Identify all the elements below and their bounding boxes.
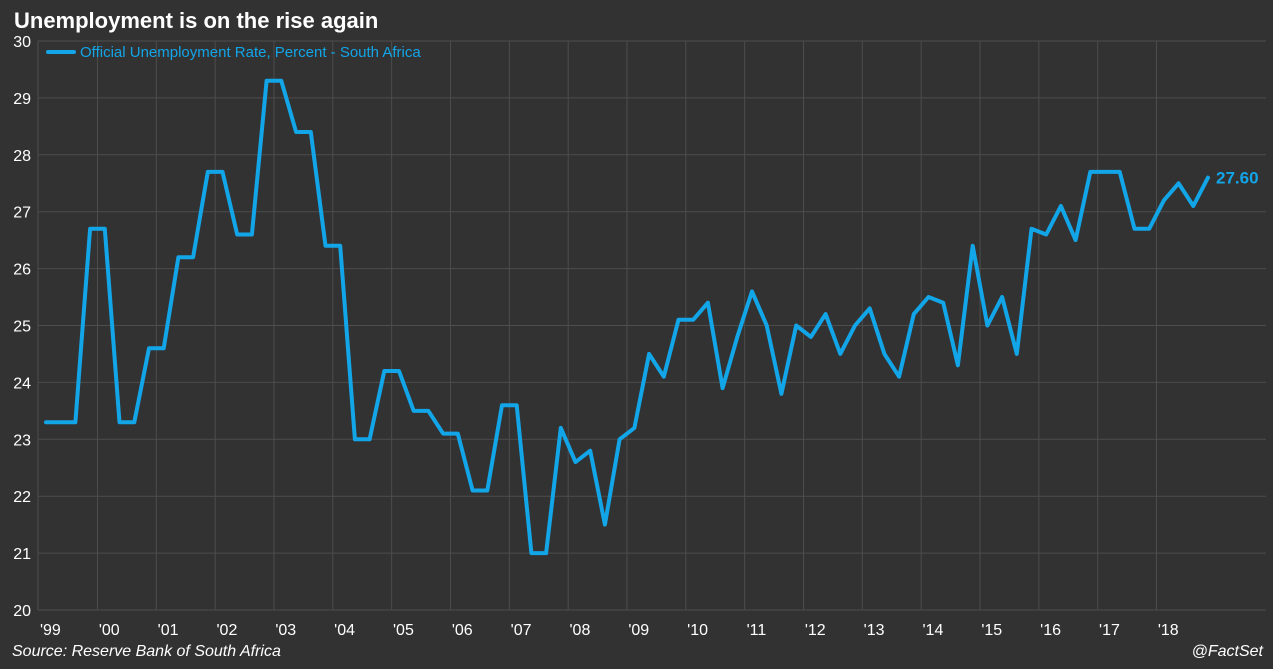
y-tick-label: 24 [13, 375, 31, 392]
x-tick-label: '06 [452, 622, 473, 639]
x-tick-label: '00 [99, 622, 120, 639]
x-tick-label: '02 [216, 622, 237, 639]
x-tick-label: '99 [40, 622, 61, 639]
gridlines [37, 40, 1266, 611]
y-tick-label: 20 [13, 603, 31, 620]
x-tick-label: '18 [1158, 622, 1179, 639]
x-tick-label: '05 [393, 622, 414, 639]
x-tick-label: '09 [628, 622, 649, 639]
x-tick-label: '01 [158, 622, 179, 639]
series-line [44, 78, 1210, 556]
legend-label: Official Unemployment Rate, Percent - So… [80, 44, 421, 61]
x-tick-label: '07 [511, 622, 532, 639]
x-tick-label: '13 [864, 622, 885, 639]
y-tick-label: 22 [13, 489, 31, 506]
x-tick-label: '14 [923, 622, 944, 639]
last-value-label: 27.60 [1216, 169, 1259, 188]
y-axis-ticks: 20 21 22 23 24 25 26 27 28 29 30 [13, 34, 31, 620]
x-tick-label: '17 [1099, 622, 1120, 639]
x-tick-label: '16 [1040, 622, 1061, 639]
credit-label: @FactSet [1191, 643, 1263, 660]
series-lines [44, 78, 1210, 556]
y-tick-label: 23 [13, 432, 31, 449]
y-tick-label: 29 [13, 91, 31, 108]
x-tick-label: '12 [805, 622, 826, 639]
y-tick-label: 27 [13, 205, 31, 222]
x-tick-label: '04 [334, 622, 355, 639]
y-tick-label: 30 [13, 34, 31, 51]
y-tick-label: 28 [13, 148, 31, 165]
x-tick-label: '08 [570, 622, 591, 639]
x-tick-label: '10 [687, 622, 708, 639]
x-tick-label: '15 [981, 622, 1002, 639]
source-note: Source: Reserve Bank of South Africa [12, 643, 281, 660]
y-tick-label: 25 [13, 319, 31, 336]
x-tick-label: '03 [275, 622, 296, 639]
x-axis-ticks: '99 '00 '01 '02 '03 '04 '05 '06 '07 '08 '09 '10 '11 '… [40, 622, 1179, 639]
y-tick-label: 21 [13, 546, 31, 563]
y-tick-label: 26 [13, 262, 31, 279]
x-tick-label: '11 [747, 622, 767, 639]
chart-title: Unemployment is on the rise again [14, 8, 379, 33]
legend: Official Unemployment Rate, Percent - So… [46, 44, 421, 61]
